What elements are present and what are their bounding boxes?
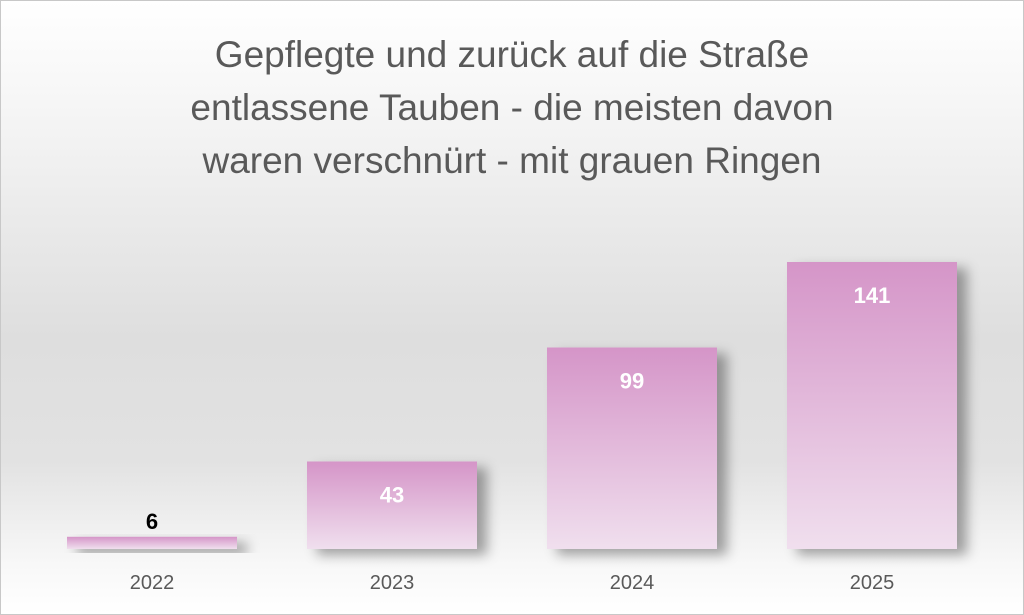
chart-title: Gepflegte und zurück auf die Straße entl…	[0, 28, 1024, 187]
x-tick-label: 2025	[850, 572, 895, 594]
title-line-1: Gepflegte und zurück auf die Straße	[214, 34, 810, 75]
data-label-2022: 6	[146, 509, 158, 534]
x-tick-label: 2023	[370, 572, 415, 594]
bar-2024	[547, 347, 717, 549]
data-label-2024: 99	[620, 368, 644, 393]
bar-2022	[67, 536, 237, 549]
data-label-2025: 141	[854, 283, 891, 308]
data-label-2023: 43	[380, 482, 404, 507]
bar-2023	[307, 461, 477, 549]
bar-2025	[787, 262, 957, 549]
x-tick-label: 2022	[130, 572, 175, 594]
x-tick-label: 2024	[610, 572, 655, 594]
title-line-2: entlassene Tauben - die meisten davon	[190, 87, 834, 128]
title-line-3: waren verschnürt - mit grauen Ringen	[202, 140, 822, 181]
